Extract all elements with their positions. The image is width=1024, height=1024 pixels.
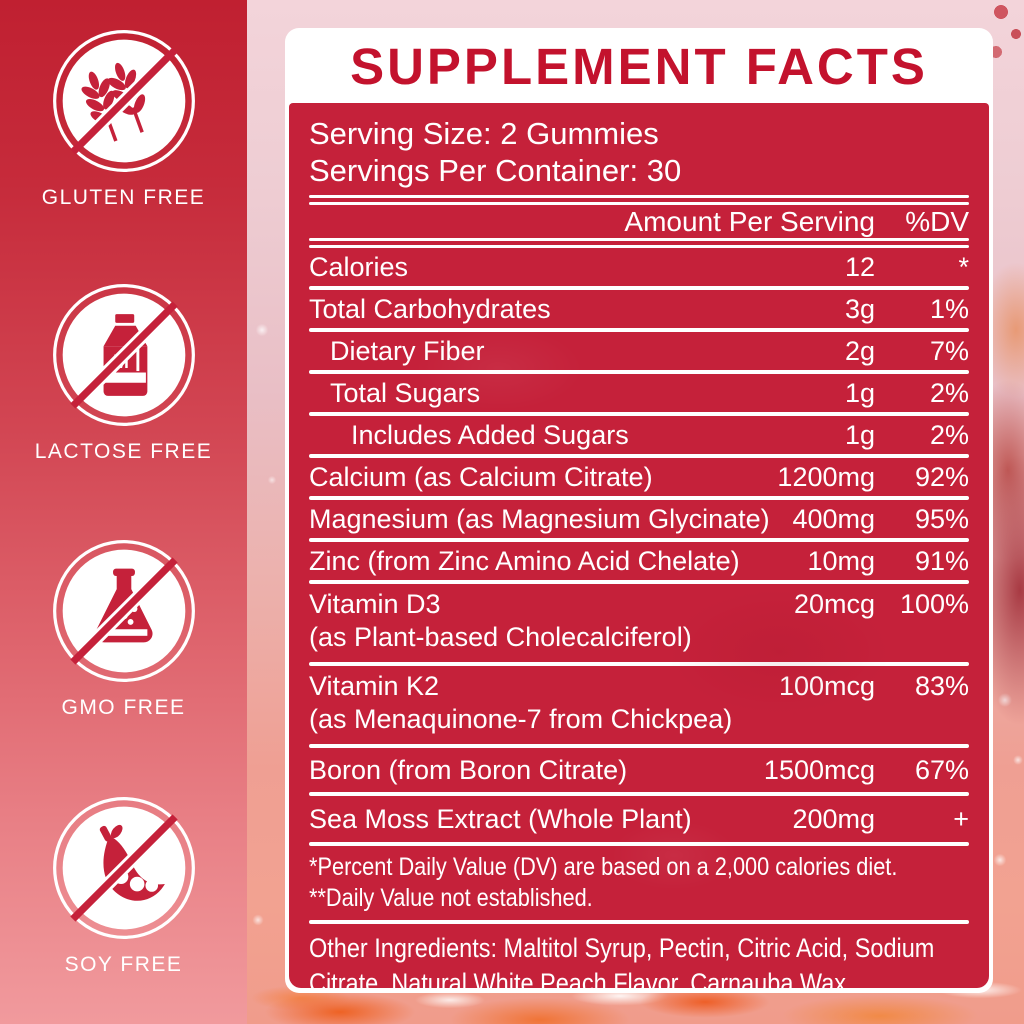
row-dv: 67%: [914, 754, 969, 785]
row-name: Sea Moss Extract (Whole Plant): [309, 803, 692, 834]
table-row: Calcium (as Calcium Citrate) 1200mg 92%: [309, 458, 969, 496]
row-dv: 91%: [914, 545, 969, 576]
row-dv: +: [953, 803, 969, 834]
badge-lactose-free: M LACTOSE FREE: [0, 282, 247, 464]
rule: [309, 286, 969, 290]
row-name: Includes Added Sugars: [351, 419, 629, 450]
supplement-facts-card: SUPPLEMENT FACTS Serving Size: 2 Gummies…: [285, 28, 993, 993]
badge-label: GMO FREE: [61, 696, 186, 719]
row-dv: 83%: [914, 671, 969, 701]
table-row: Total Sugars 1g 2%: [309, 374, 969, 412]
row-name: Vitamin D3: [309, 589, 441, 619]
badge-gmo-free: GMO FREE: [0, 538, 247, 720]
serving-info: Serving Size: 2 Gummies Servings Per Con…: [309, 103, 969, 195]
row-amount: 400mg: [792, 503, 875, 534]
rule: [309, 920, 969, 924]
row-name: Total Carbohydrates: [309, 293, 551, 324]
table-row: Calories 12 *: [309, 248, 969, 286]
badge-soy-free: SOY FREE: [0, 795, 247, 977]
row-amount: 3g: [844, 293, 875, 324]
facts-panel: Serving Size: 2 Gummies Servings Per Con…: [289, 103, 989, 988]
row-dv: 2%: [929, 377, 969, 408]
row-amount: 1g: [844, 419, 875, 450]
badge-label: GLUTEN FREE: [41, 186, 206, 209]
table-row: Includes Added Sugars 1g 2%: [309, 416, 969, 454]
row-dv: *: [958, 251, 969, 282]
row-dv: 1%: [929, 293, 969, 324]
row-amount: 20mcg: [793, 589, 875, 619]
table-row: Total Carbohydrates 3g 1%: [309, 290, 969, 328]
badge-label: LACTOSE FREE: [34, 440, 213, 463]
rule: [309, 496, 969, 500]
row-name-line2: (as Plant-based Cholecalciferol): [309, 622, 692, 652]
rule: [309, 538, 969, 542]
rule: [309, 580, 969, 584]
rule: [309, 328, 969, 332]
badge-sidebar: GLUTEN FREE M LACTOSE FREE: [0, 0, 247, 1024]
row-amount: 100mcg: [778, 671, 875, 701]
row-name: Zinc (from Zinc Amino Acid Chelate): [309, 545, 740, 576]
row-name: Boron (from Boron Citrate): [309, 754, 628, 785]
serving-size: Serving Size: 2 Gummies: [309, 116, 659, 151]
rule: [309, 454, 969, 458]
footnotes: *Percent Daily Value (DV) are based on a…: [309, 846, 969, 920]
rule: [309, 412, 969, 416]
rule: [309, 744, 969, 748]
supplement-facts-title: SUPPLEMENT FACTS: [350, 38, 928, 95]
badge-gluten-free: GLUTEN FREE: [0, 28, 247, 210]
row-amount: 1g: [844, 377, 875, 408]
table-row: Zinc (from Zinc Amino Acid Chelate) 10mg…: [309, 542, 969, 580]
rule: [309, 842, 969, 846]
badge-label: SOY FREE: [64, 953, 183, 976]
row-amount: 2g: [844, 335, 875, 366]
row-name: Calcium (as Calcium Citrate): [309, 461, 653, 492]
row-amount: 1200mg: [777, 461, 875, 492]
row-dv: 95%: [914, 503, 969, 534]
row-amount: 1500mcg: [763, 754, 875, 785]
row-name: Total Sugars: [330, 377, 481, 408]
table-header: Amount Per Serving %DV: [309, 205, 969, 238]
table-row: Sea Moss Extract (Whole Plant) 200mg +: [309, 796, 969, 842]
header-dv: %DV: [905, 205, 969, 237]
double-rule: [309, 195, 969, 205]
row-amount: 200mg: [792, 803, 875, 834]
milk-carton-icon: M: [52, 284, 195, 426]
footnote-not-established: **Daily Value not established.: [309, 884, 593, 912]
header-amount-per-serving: Amount Per Serving: [624, 205, 875, 237]
rule: [309, 662, 969, 666]
row-name-line2: (as Menaquinone-7 from Chickpea): [309, 704, 733, 734]
row-name: Calories: [309, 251, 409, 282]
row-name: Vitamin K2: [309, 671, 440, 701]
row-dv: 100%: [899, 589, 969, 619]
table-row: Magnesium (as Magnesium Glycinate) 400mg…: [309, 500, 969, 538]
table-row: Dietary Fiber 2g 7%: [309, 332, 969, 370]
soy-pod-icon: [52, 797, 195, 939]
row-dv: 92%: [914, 461, 969, 492]
row-amount: 10mg: [807, 545, 875, 576]
rule: [309, 792, 969, 796]
table-row: Vitamin D3 20mcg 100% (as Plant-based Ch…: [309, 584, 969, 662]
rule: [309, 370, 969, 374]
double-rule: [309, 238, 969, 248]
servings-per-container: Servings Per Container: 30: [309, 153, 682, 188]
row-dv: 2%: [929, 419, 969, 450]
table-row: Vitamin K2 100mcg 83% (as Menaquinone-7 …: [309, 666, 969, 744]
lab-flask-icon: [52, 540, 195, 682]
footnote-dv: *Percent Daily Value (DV) are based on a…: [309, 853, 898, 881]
other-ingredients: Other Ingredients: Maltitol Syrup, Pecti…: [309, 933, 935, 988]
row-amount: 12: [844, 251, 875, 282]
table-row: Boron (from Boron Citrate) 1500mcg 67%: [309, 748, 969, 792]
row-dv: 7%: [929, 335, 969, 366]
row-name: Dietary Fiber: [330, 335, 485, 366]
wheat-icon: [52, 30, 195, 172]
row-name: Magnesium (as Magnesium Glycinate): [309, 503, 770, 534]
